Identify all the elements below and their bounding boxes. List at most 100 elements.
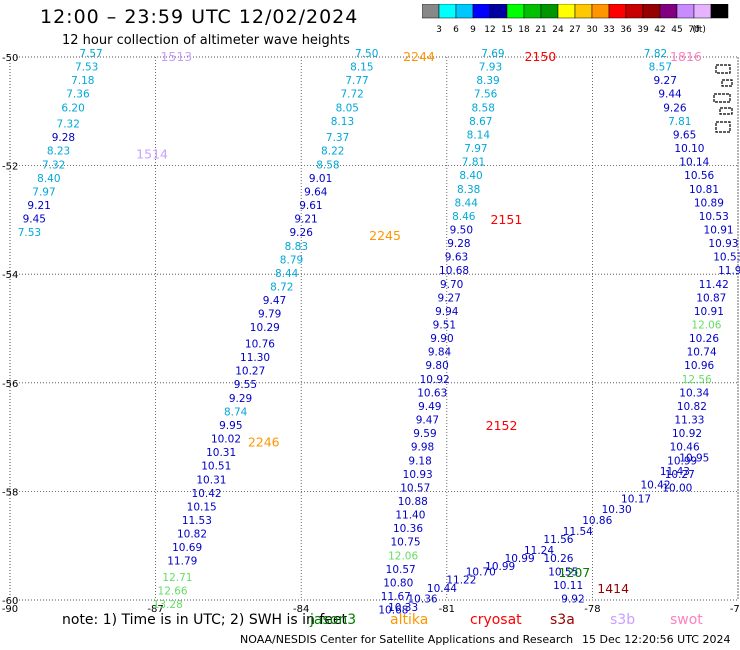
swh-value: 9.21	[294, 214, 317, 226]
swh-value: 8.44	[275, 268, 299, 280]
swh-value: 10.99	[667, 455, 697, 467]
swh-value: 8.74	[224, 406, 248, 418]
pass-id-label: 1207	[558, 565, 590, 580]
satellite-label: jason3	[310, 612, 357, 628]
swh-value: 7.53	[75, 62, 98, 74]
swh-value: 10.27	[235, 366, 265, 378]
swh-value: 8.15	[350, 62, 373, 74]
swh-value: 10.02	[211, 434, 241, 446]
swh-value: 8.14	[467, 129, 491, 141]
swh-value: 8.67	[469, 116, 492, 128]
swh-value: 10.44	[427, 583, 457, 595]
y-tick-label: -52	[2, 162, 18, 173]
swh-value: 8.46	[452, 211, 476, 223]
swh-value: 10.99	[505, 553, 535, 565]
swh-value: 10.74	[687, 347, 717, 359]
colorbar-label: 45	[671, 25, 682, 35]
swh-value: 9.95	[219, 420, 242, 432]
swh-value: 9.59	[413, 428, 436, 440]
swh-value: 10.80	[383, 577, 413, 589]
satellite-label: altika	[390, 612, 429, 628]
swh-value: 10.87	[696, 292, 726, 304]
satellite-legend: jason3 altika cryosat s3a s3b swot	[310, 612, 740, 632]
swh-value: 9.55	[234, 379, 257, 391]
swh-value: 12.06	[388, 550, 418, 562]
x-tick-label: -87	[147, 604, 163, 615]
swh-value: 10.86	[582, 515, 612, 527]
chart-subtitle: 12 hour collection of altimeter wave hei…	[62, 33, 350, 48]
swh-value: 11.56	[543, 534, 573, 546]
swh-value: 8.57	[649, 62, 672, 74]
swh-value: 9.90	[430, 333, 453, 345]
swh-value: 9.92	[561, 594, 584, 606]
swh-value: 11.42	[699, 279, 729, 291]
swh-value: 9.28	[52, 132, 75, 144]
swh-value: 8.44	[455, 197, 479, 209]
swh-value: 11.33	[674, 415, 704, 427]
pass-id-label: 1513	[160, 49, 192, 64]
pass-id-label: 2244	[403, 49, 435, 64]
colorbar-label: (ft)	[692, 25, 706, 35]
swh-value: 8.40	[37, 173, 60, 185]
swh-value: 10.95	[679, 453, 709, 465]
swh-value: 11.40	[395, 510, 425, 522]
swh-value: 11.30	[240, 352, 270, 364]
colorbar-label: 9	[470, 25, 476, 35]
swh-value: 9.28	[447, 238, 470, 250]
swh-value: 9.26	[663, 102, 687, 114]
swh-value: 6.20	[61, 102, 84, 114]
colorbar-label: 24	[552, 25, 564, 35]
swh-value: 7.32	[57, 119, 80, 131]
swh-value: 10.53	[713, 252, 740, 264]
swh-value: 9.61	[299, 200, 322, 212]
swh-value: 10.17	[621, 493, 651, 505]
swh-value: 9.18	[408, 455, 431, 467]
swh-value: 10.26	[543, 553, 573, 565]
credit-line: NOAA/NESDIS Center for Satellite Applica…	[240, 633, 574, 646]
swh-value: 7.97	[464, 143, 487, 155]
swh-value: 9.01	[309, 173, 332, 185]
swh-value: 9.26	[290, 227, 314, 239]
colorbar-label: 18	[518, 25, 530, 35]
swh-value: 10.31	[206, 447, 236, 459]
y-tick-label: -50	[2, 53, 18, 64]
swh-value: 10.81	[689, 184, 719, 196]
swh-value: 10.69	[172, 542, 202, 554]
swh-value: 8.39	[476, 75, 499, 87]
colorbar-label: 42	[654, 25, 665, 35]
satellite-label: swot	[670, 612, 703, 628]
satellite-label: s3b	[610, 612, 636, 628]
swh-value: 10.56	[684, 170, 714, 182]
swh-value: 10.92	[672, 428, 702, 440]
footnote: note: 1) Time is in UTC; 2) SWH is in fe…	[62, 612, 348, 628]
swh-value: 10.46	[670, 442, 700, 454]
swh-value: 9.51	[433, 320, 456, 332]
swh-value: 9.27	[438, 292, 461, 304]
colorbar-label: 27	[569, 25, 580, 35]
swh-value: 9.94	[435, 306, 459, 318]
swh-value: 11.54	[563, 526, 593, 538]
y-tick-label: -60	[2, 596, 18, 607]
swh-value: 7.77	[345, 75, 368, 87]
swh-value: 10.91	[704, 224, 734, 236]
swh-value: 11.90	[718, 265, 740, 277]
colorbar-label: 36	[620, 25, 632, 35]
pass-id-label: 1514	[136, 147, 168, 162]
swh-value: 10.10	[674, 143, 704, 155]
swh-value: 9.47	[263, 295, 286, 307]
swh-value: 10.30	[602, 504, 632, 516]
swh-value: 9.79	[258, 309, 281, 321]
colorbar-label: 70	[688, 25, 700, 35]
swh-value: 10.88	[398, 496, 428, 508]
colorbar-label: 21	[535, 25, 546, 35]
swh-value: 7.56	[474, 89, 498, 101]
swh-value: 8.23	[47, 146, 70, 158]
swh-value: 10.55	[548, 567, 578, 579]
swh-value: 8.72	[270, 281, 293, 293]
swh-value: 8.22	[321, 146, 344, 158]
colorbar-label: 12	[484, 25, 495, 35]
swh-value: 7.72	[340, 89, 363, 101]
color-scale-legend: 3 6 9 12 15 18 21 24 27 30 33 36 39 42 45 70(ft)	[422, 4, 729, 35]
x-tick-label: -75	[730, 604, 740, 615]
swh-value: 10.93	[403, 469, 433, 481]
